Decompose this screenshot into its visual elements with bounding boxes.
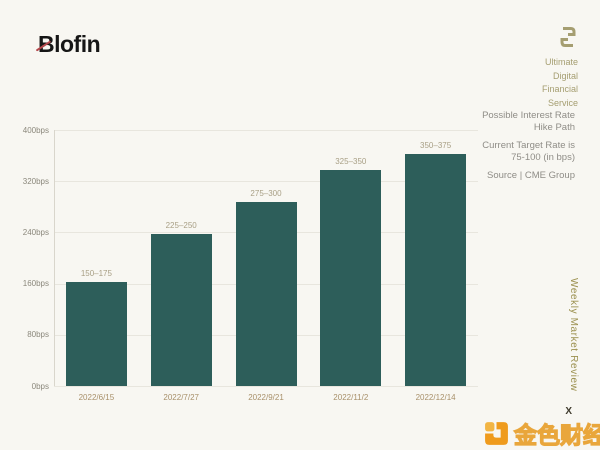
bar xyxy=(235,202,297,386)
gridline xyxy=(54,181,478,183)
chart-title-line2: Hike Path xyxy=(533,121,575,133)
y-axis-tick-label: 0bps xyxy=(31,381,49,391)
bar xyxy=(65,282,127,386)
chart-title-line1: Possible Interest Rate xyxy=(482,110,575,121)
y-axis-tick-label: 80bps xyxy=(27,330,49,340)
bar xyxy=(320,170,382,386)
gridline xyxy=(54,130,478,131)
x-axis-tick-label: 2022/9/21 xyxy=(248,393,284,402)
blofin-logo-text: Blofin xyxy=(38,31,101,57)
y-axis-tick-label: 400bps xyxy=(22,125,49,135)
tagline-line: Financial xyxy=(541,84,578,94)
tagline-line: Ultimate xyxy=(544,57,578,67)
x-axis-tick-label: 2022/12/14 xyxy=(415,393,456,402)
current-target-rate: Current Target Rate is 75-100 (in bps) xyxy=(482,140,575,163)
y-axis-line xyxy=(54,130,55,386)
jinse-finance-watermark-text: 金色财经 xyxy=(513,421,600,448)
tagline-line: Digital xyxy=(552,70,578,81)
bar-value-label: 225–250 xyxy=(165,221,197,230)
current-target-rate-line2: 75-100 (in bps) xyxy=(511,151,575,163)
data-source: Source | CME Group xyxy=(486,170,575,181)
bar-value-label: 275–300 xyxy=(250,189,282,198)
bar xyxy=(150,234,212,386)
info-panel: Possible Interest Rate Hike Path Current… xyxy=(482,110,575,189)
y-axis-tick-label: 160bps xyxy=(22,279,49,289)
jinse-finance-watermark: 金色财经 xyxy=(483,416,600,450)
chart-title: Possible Interest Rate Hike Path xyxy=(482,110,575,133)
weekly-market-review-label: Weekly Market Review xyxy=(568,278,579,392)
brand-tagline: Ultimate Digital Financial Service xyxy=(542,56,578,110)
jinse-finance-logo-icon xyxy=(485,421,508,445)
tagline-line: Service xyxy=(547,97,578,108)
bar-value-label: 350–375 xyxy=(420,141,452,150)
x-axis-tick-label: 2022/11/2 xyxy=(333,393,369,402)
ultimate-brand-block: Ultimate Digital Financial Service xyxy=(542,26,578,110)
blofin-b-icon xyxy=(560,27,576,47)
x-mark: X xyxy=(565,406,572,417)
current-target-rate-line1: Current Target Rate is xyxy=(482,140,575,151)
bar-value-label: 150–175 xyxy=(80,269,112,278)
gridline xyxy=(54,386,478,387)
y-axis-tick-label: 320bps xyxy=(22,176,49,186)
x-axis-tick-label: 2022/6/15 xyxy=(78,393,115,402)
bar xyxy=(405,154,467,386)
x-axis-tick-label: 2022/7/27 xyxy=(163,393,199,402)
blofin-logo: Blofin xyxy=(35,31,101,58)
bar-value-label: 325–350 xyxy=(335,157,367,166)
y-axis-tick-label: 240bps xyxy=(22,227,49,237)
